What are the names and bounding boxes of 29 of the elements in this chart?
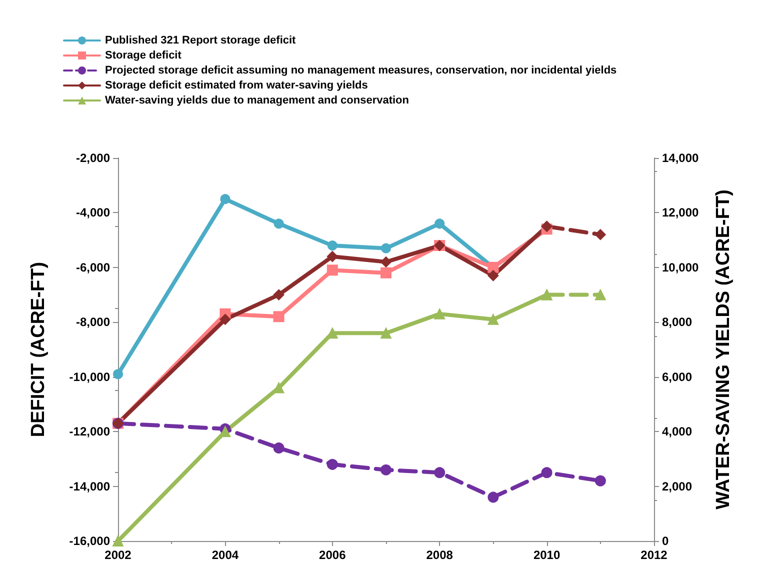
y2-tick-label: 8,000 xyxy=(662,315,692,330)
y-tick-label: -16,000 xyxy=(69,534,110,548)
y-tick-label: -14,000 xyxy=(69,479,110,494)
y-tick-label: -6,000 xyxy=(76,260,110,274)
y-tick-label: -2,000 xyxy=(76,151,110,165)
y-tick-label: -12,000 xyxy=(69,424,110,439)
legend-label: Storage deficit xyxy=(105,50,182,62)
y2-tick-label: 4,000 xyxy=(662,424,692,439)
y2-tick-label: 10,000 xyxy=(662,260,700,274)
y2-tick-label: 14,000 xyxy=(662,151,700,165)
y2-axis-title: WATER-SAVING YIELDS (ACRE-FT) xyxy=(713,190,734,510)
y2-tick-label: 0 xyxy=(662,534,669,548)
y-axis-title: DEFICIT (ACRE-FT) xyxy=(28,262,49,438)
y2-tick-label: 2,000 xyxy=(662,479,692,494)
legend-label: Storage deficit estimated from water-saving yields xyxy=(105,80,368,92)
y-tick-label: -10,000 xyxy=(69,370,110,384)
y-tick-label: -8,000 xyxy=(76,315,110,330)
x-tick-label: 2008 xyxy=(426,548,454,562)
legend-label: Water-saving yields due to management and conservation xyxy=(105,94,410,106)
x-tick-label: 2002 xyxy=(104,548,132,562)
y2-tick-label: 6,000 xyxy=(662,370,692,384)
y2-tick-label: 12,000 xyxy=(662,206,700,220)
x-tick-label: 2012 xyxy=(640,548,668,562)
x-tick-label: 2004 xyxy=(212,548,239,562)
x-tick-label: 2006 xyxy=(319,548,346,562)
x-tick-label: 2010 xyxy=(533,548,560,562)
legend-label: Published 321 Report storage deficit xyxy=(105,34,296,46)
y-tick-label: -4,000 xyxy=(76,206,110,220)
legend-label: Projected storage deficit assuming no management measures, conservation, nor incidental yields xyxy=(105,64,617,76)
